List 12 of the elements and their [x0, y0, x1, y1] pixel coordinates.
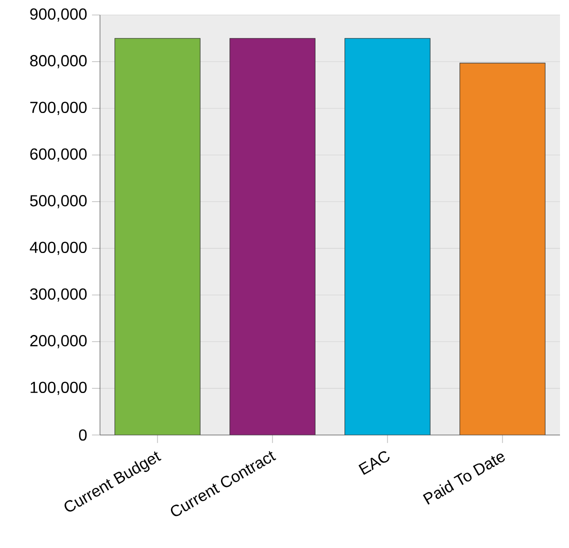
y-tick-label: 600,000: [30, 148, 87, 162]
y-tick-label: 700,000: [30, 102, 87, 115]
y-tick-label: 300,000: [30, 288, 87, 302]
y-tick-label: 200,000: [30, 335, 87, 348]
y-tick-label: 900,000: [30, 8, 87, 22]
x-tick-label: Paid To Date: [422, 454, 505, 505]
y-tick-label: 800,000: [30, 55, 87, 68]
y-tick-label: 100,000: [30, 382, 87, 395]
y-tick-label: 0: [79, 429, 87, 441]
y-tick-label: 400,000: [30, 242, 87, 255]
x-tick-label: EAC: [358, 451, 390, 475]
y-tick-label: 500,000: [30, 195, 87, 208]
